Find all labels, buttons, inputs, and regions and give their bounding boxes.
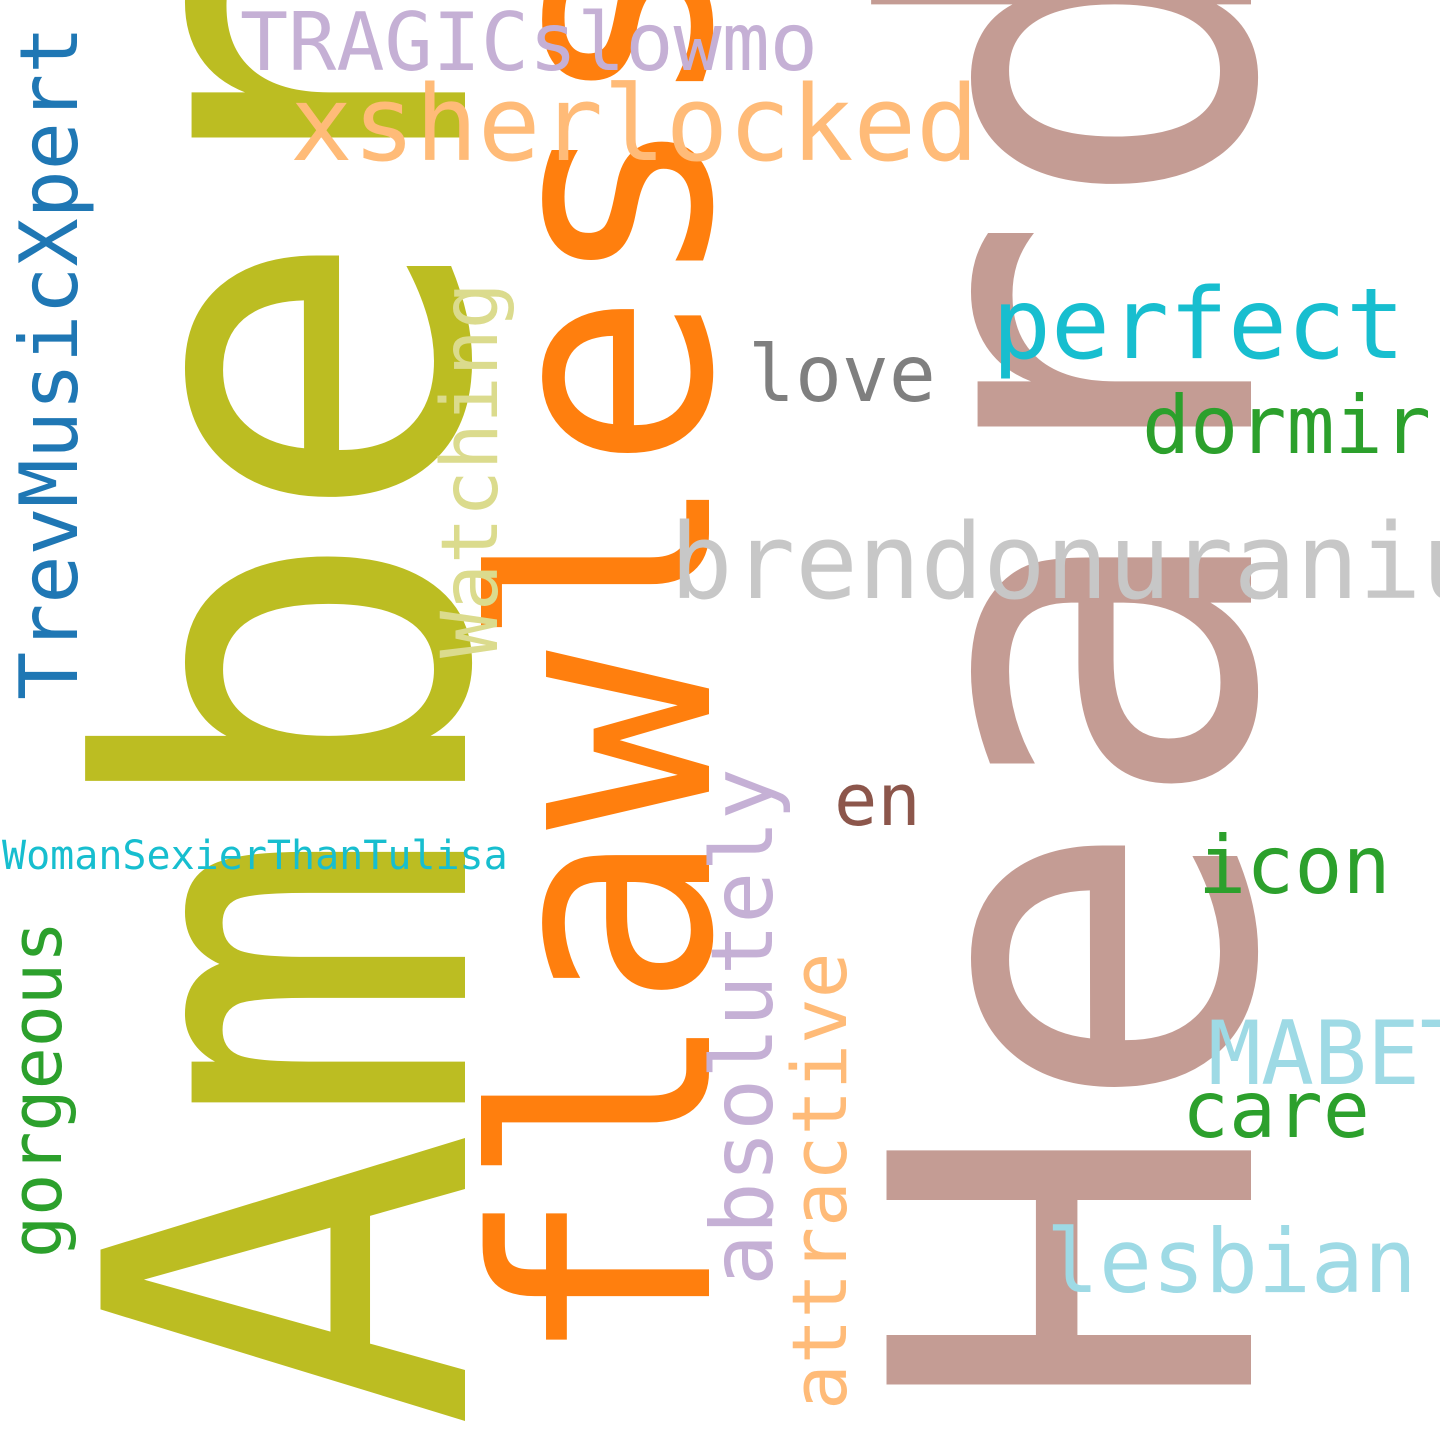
word-xsherlocked: xsherlocked (290, 63, 979, 185)
word-absolutely: absolutely (693, 768, 793, 1286)
word-tragicslowmo: TRAGICslowmo (240, 0, 818, 89)
word-care: care (1182, 1066, 1370, 1156)
word-mabet: MABET (1208, 1002, 1440, 1105)
word-perfect: perfect (992, 268, 1406, 382)
word-brendonuranium: brendonuranium (670, 501, 1440, 623)
word-lesbian: lesbian (1046, 1210, 1417, 1313)
word-dormir: dormir (1142, 379, 1431, 472)
word-watching: Watching (426, 282, 516, 658)
word-en: en (834, 758, 921, 842)
word-attractive: attractive (775, 952, 864, 1410)
word-gorgeous: gorgeous (0, 920, 78, 1258)
word-icon: icon (1198, 819, 1391, 912)
word-trevmusicxpert: TrevMusicXpert (3, 25, 96, 700)
word-love: love (748, 330, 936, 420)
word-heard: Heard (787, 0, 1369, 1418)
word-womansexierthantulisa: WomanSexierThanTulisa (2, 833, 508, 879)
